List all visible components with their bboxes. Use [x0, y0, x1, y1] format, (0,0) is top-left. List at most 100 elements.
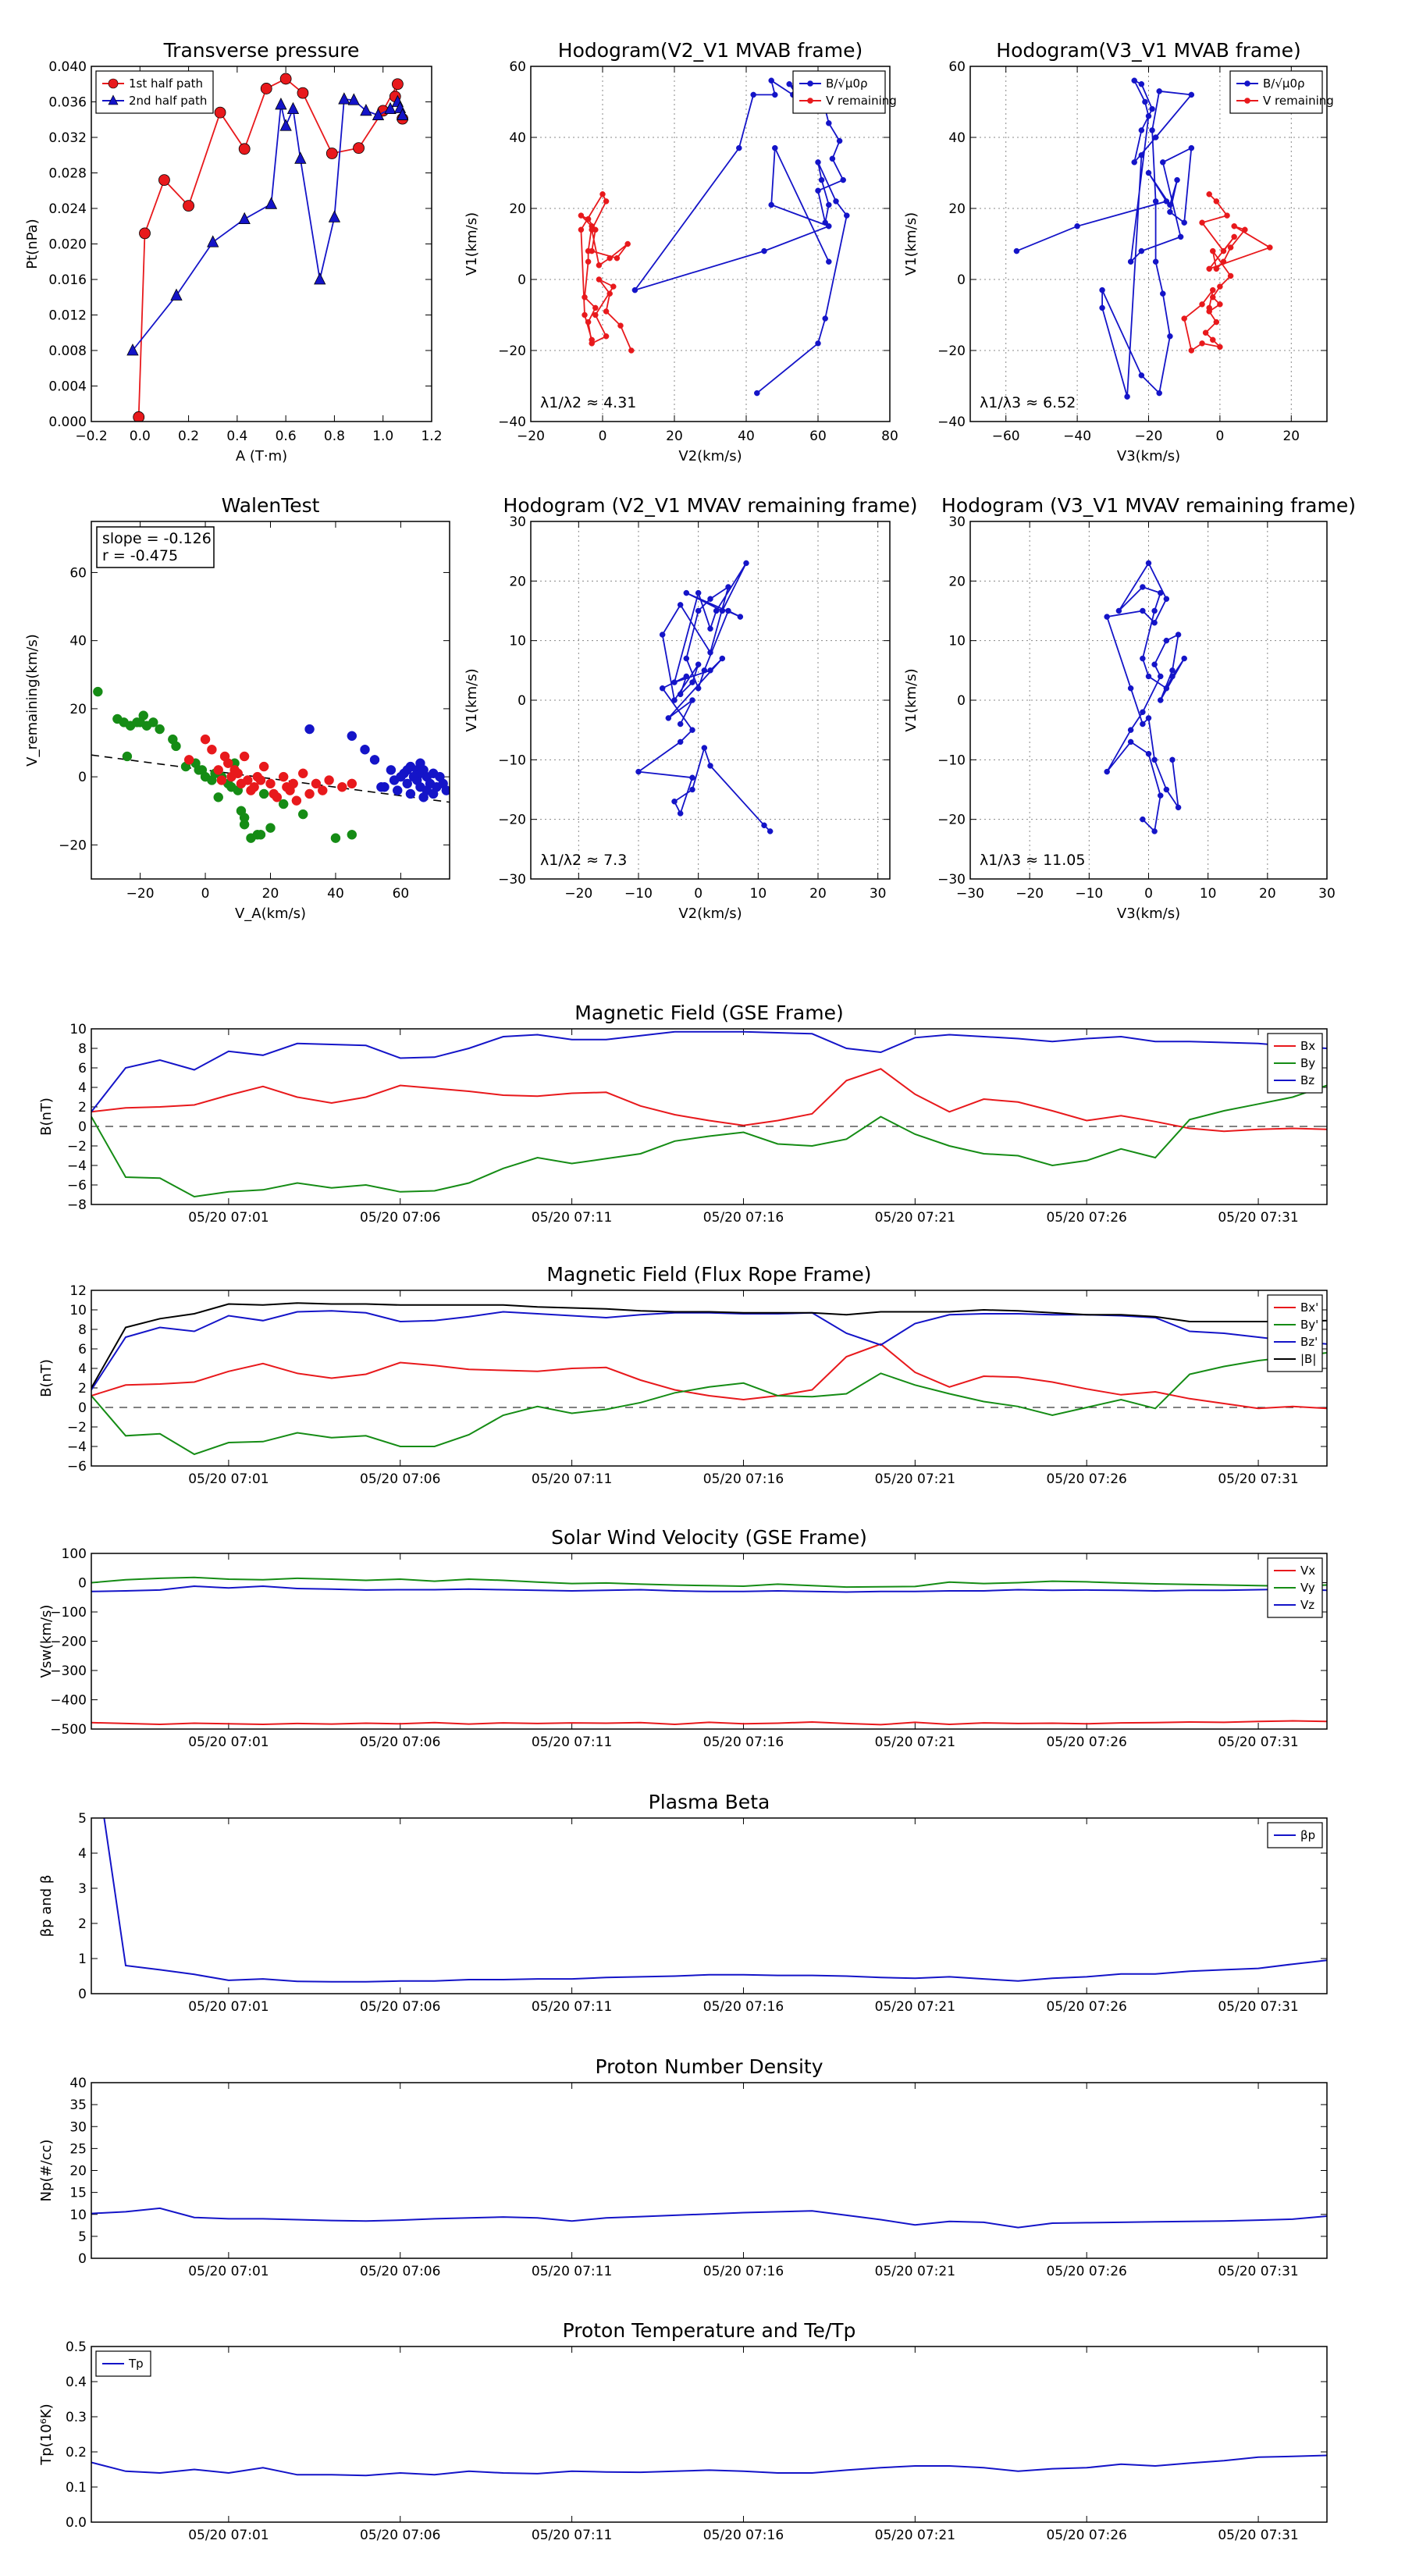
data-point	[238, 212, 251, 225]
data-point	[1206, 191, 1212, 197]
series-line	[91, 1585, 1327, 1593]
series-line	[91, 1352, 1327, 1456]
data-point	[1151, 661, 1158, 667]
x-tick-label: 0.2	[178, 429, 199, 444]
x-tick-label: 05/20 07:06	[360, 2264, 440, 2279]
y-tick-label: 0	[78, 1119, 87, 1135]
panel-title: Proton Temperature and Te/Tp	[563, 2319, 856, 2342]
y-axis-label: V1(km/s)	[903, 668, 919, 731]
x-tick-label: −40	[1063, 429, 1091, 444]
data-point	[1074, 223, 1080, 229]
y-tick-label: −500	[50, 1722, 87, 1738]
data-point	[384, 101, 397, 115]
y-tick-label: −20	[498, 343, 526, 359]
data-point	[402, 778, 413, 789]
data-point	[815, 187, 821, 194]
data-point	[772, 91, 778, 98]
y-tick-label: 20	[948, 201, 966, 217]
x-tick-label: 05/20 07:31	[1218, 2528, 1298, 2543]
y-tick-label: 10	[948, 634, 966, 649]
data-point	[617, 322, 624, 329]
data-point	[840, 176, 846, 183]
data-point	[258, 788, 269, 799]
x-tick-label: 05/20 07:16	[703, 2264, 784, 2279]
data-point	[347, 731, 357, 742]
data-point	[1227, 272, 1234, 279]
series-line	[137, 77, 404, 418]
x-tick-label: 05/20 07:11	[532, 1735, 612, 1750]
data-point	[599, 191, 606, 197]
data-point	[701, 667, 708, 674]
data-point	[1217, 301, 1223, 308]
legend-box	[1229, 70, 1323, 114]
y-tick-label: −4	[67, 1439, 87, 1455]
data-point	[818, 176, 825, 183]
data-point	[1181, 655, 1187, 662]
y-tick-label: 10	[69, 1022, 87, 1037]
panel-4: Hodogram (V2_V1 MVAV remaining frame) −30…	[464, 494, 917, 922]
data-point	[265, 823, 276, 833]
data-point	[1127, 738, 1134, 745]
data-point	[772, 144, 778, 151]
data-point	[582, 311, 588, 318]
data-point	[589, 336, 595, 343]
x-tick-label: 05/20 07:16	[703, 1471, 784, 1487]
data-point	[291, 795, 302, 806]
x-tick-label: 05/20 07:06	[360, 1210, 440, 1226]
x-tick-label: 05/20 07:31	[1218, 1471, 1298, 1487]
data-point	[1099, 304, 1105, 311]
data-point	[391, 78, 404, 91]
data-point	[1188, 144, 1195, 151]
data-point	[171, 741, 181, 752]
y-tick-label: −8	[67, 1197, 87, 1213]
x-tick-label: 05/20 07:26	[1046, 1735, 1126, 1750]
data-point	[578, 226, 585, 233]
data-point	[707, 763, 713, 769]
data-point	[677, 602, 684, 608]
data-point	[194, 765, 204, 775]
x-tick-label: −60	[992, 429, 1020, 444]
y-tick-label: −2	[67, 1420, 87, 1436]
y-tick-label: 5	[78, 2229, 87, 2245]
panel-title: Hodogram(V2_V1 MVAB frame)	[558, 39, 863, 62]
data-point	[1163, 198, 1170, 205]
data-point	[1213, 265, 1220, 272]
y-tick-label: 0.032	[48, 130, 87, 146]
data-point	[239, 751, 250, 762]
panel-3: WalenTest −20 0 20 40 60 −20 0 20 40 60 V_A(km/s) V_…	[24, 494, 450, 922]
x-tick-label: −30	[956, 886, 984, 902]
data-point	[1138, 81, 1145, 87]
data-point	[1177, 233, 1184, 240]
y-tick-label: 10	[69, 2208, 87, 2223]
y-tick-label: −20	[937, 343, 966, 359]
x-tick-label: 30	[870, 886, 887, 902]
data-point	[677, 720, 684, 728]
data-point	[249, 781, 259, 792]
legend-label: Tp	[128, 2357, 144, 2371]
x-tick-label: 05/20 07:26	[1046, 1999, 1126, 2015]
x-tick-label: 05/20 07:21	[875, 1471, 955, 1487]
annotation-box	[96, 526, 215, 568]
data-point	[689, 786, 695, 793]
x-tick-label: 05/20 07:31	[1218, 1735, 1298, 1750]
data-point	[297, 809, 308, 820]
data-point	[1167, 201, 1173, 208]
panel-title: Proton Number Density	[596, 2055, 823, 2078]
data-point	[328, 210, 341, 222]
data-point	[1151, 828, 1158, 834]
data-point	[1145, 560, 1152, 567]
x-tick-label: 0.0	[130, 429, 151, 444]
data-point	[1127, 727, 1134, 733]
data-point	[1013, 247, 1020, 254]
data-point	[213, 792, 223, 802]
y-tick-label: 0	[78, 2251, 87, 2267]
data-point	[725, 584, 731, 590]
data-point	[689, 774, 695, 781]
y-tick-label: −10	[937, 753, 966, 768]
data-point	[707, 625, 713, 632]
x-tick-label: 05/20 07:11	[532, 2528, 612, 2543]
data-point	[133, 411, 145, 422]
x-tick-label: −10	[624, 886, 653, 902]
data-point	[1157, 589, 1164, 596]
